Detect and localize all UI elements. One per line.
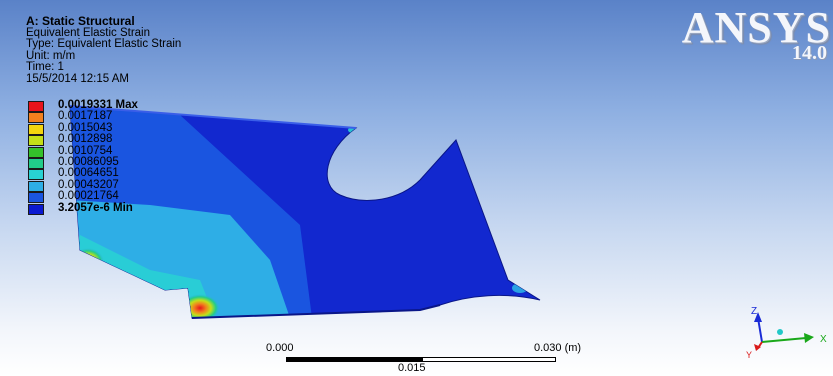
legend-label[interactable]: 0.00043207: [58, 178, 119, 191]
result-datetime: 15/5/2014 12:15 AM: [26, 72, 129, 85]
logo-brand-text: ANSYS: [681, 3, 831, 52]
z-axis-label: Z: [751, 306, 757, 317]
legend-swatch: [28, 112, 44, 124]
triad-iso-ball[interactable]: [777, 329, 783, 335]
legend-swatch: [28, 135, 44, 147]
logo-version-text: 14.0: [792, 42, 827, 64]
legend-swatch: [28, 192, 44, 204]
legend-swatch: [28, 123, 44, 135]
result-name: Equivalent Elastic Strain: [26, 26, 151, 39]
coordinate-triad[interactable]: Z X Y: [742, 300, 833, 360]
legend-label[interactable]: 0.0010754: [58, 144, 113, 157]
result-time: Time: 1: [26, 61, 64, 73]
legend-label[interactable]: 0.00086095: [58, 156, 119, 168]
legend-swatch: [28, 101, 44, 112]
legend-label[interactable]: 0.0019331 Max: [58, 99, 138, 111]
legend-label[interactable]: 0.00064651: [58, 167, 119, 180]
analysis-title: A: Static Structural: [26, 14, 135, 28]
fillet-highlight-right: [512, 283, 528, 293]
legend-label[interactable]: 0.0015043: [58, 121, 113, 134]
fillet-highlight-top: [348, 125, 376, 135]
legend-swatch: [28, 158, 44, 169]
part-top-edge: [69, 105, 357, 129]
result-type: Type: Equivalent Elastic Strain: [26, 38, 182, 50]
legend-label[interactable]: 0.0012898: [58, 133, 113, 146]
legend-label[interactable]: 3.2057e-6 Min: [58, 201, 133, 214]
legend-label[interactable]: 0.00021764: [58, 190, 119, 203]
z-axis-arrowhead: [754, 312, 762, 322]
legend-swatch: [28, 203, 44, 215]
x-axis-line: [761, 337, 807, 343]
ansys-logo: ANSYS 14.0: [623, 2, 833, 72]
strain-hotspot-left: [72, 248, 104, 276]
legend-swatch: [28, 180, 44, 192]
x-axis-arrowhead: [804, 333, 814, 343]
y-axis-arrowhead: [754, 344, 761, 351]
y-axis-label: Y: [746, 350, 752, 360]
result-info: A: Static Structural Equivalent Elastic …: [26, 14, 182, 85]
legend-swatch: [28, 169, 44, 181]
part-bottom-edge: [191, 304, 441, 319]
x-axis-label: X: [820, 334, 827, 345]
legend-label[interactable]: 0.0017187: [58, 110, 113, 123]
legend-swatch: [28, 146, 44, 158]
result-unit: Unit: m/m: [26, 49, 76, 62]
